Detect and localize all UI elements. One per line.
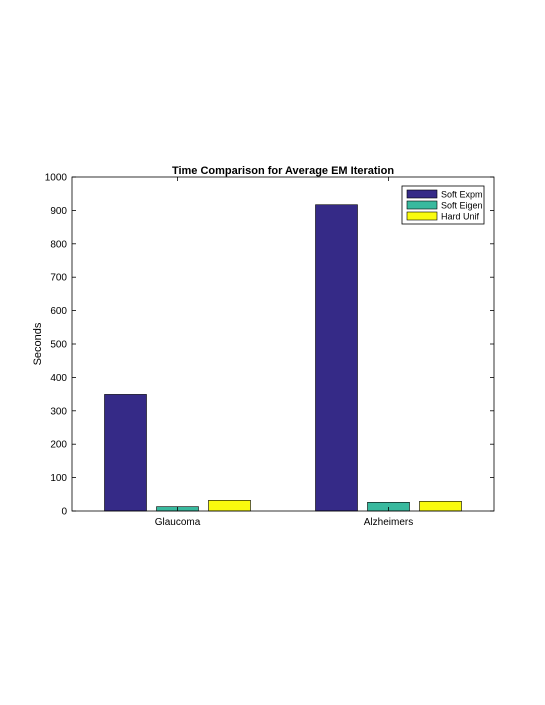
bar-soft-expm-glaucoma bbox=[104, 394, 147, 512]
y-tick-label: 900 bbox=[50, 206, 67, 217]
y-axis-label: Seconds bbox=[32, 322, 44, 365]
legend-label: Soft Expm bbox=[441, 190, 483, 200]
legend-swatch-1 bbox=[406, 200, 438, 210]
y-tick-label: 800 bbox=[50, 239, 67, 250]
bar-hard-unif-glaucoma bbox=[208, 500, 251, 512]
x-tick-label: Alzheimers bbox=[364, 517, 413, 528]
legend-label: Soft Eigen bbox=[441, 201, 483, 211]
y-tick-label: 200 bbox=[50, 440, 67, 451]
y-tick-label: 400 bbox=[50, 373, 67, 384]
y-tick-label: 0 bbox=[61, 507, 67, 518]
y-tick-label: 600 bbox=[50, 306, 67, 317]
y-tick-label: 1000 bbox=[45, 173, 68, 184]
plot-frame bbox=[71, 176, 495, 512]
bar-hard-unif-alzheimers bbox=[419, 501, 462, 512]
y-tick-label: 300 bbox=[50, 406, 67, 417]
ticks-group: 0 100 200 300 400 500 600 700 800 900 1000 Glaucoma… bbox=[45, 173, 494, 528]
legend-swatch-2 bbox=[406, 211, 438, 221]
bar-soft-expm-alzheimers bbox=[315, 204, 358, 512]
legend-label: Hard Unif bbox=[441, 212, 480, 222]
y-tick-label: 100 bbox=[50, 473, 67, 484]
x-tick-label: Glaucoma bbox=[155, 517, 201, 528]
bars-group bbox=[104, 204, 462, 512]
chart-title: Time Comparison for Average EM Iteration bbox=[172, 165, 394, 177]
y-tick-label: 500 bbox=[50, 340, 67, 351]
y-tick-label: 700 bbox=[50, 273, 67, 284]
legend-swatch-0 bbox=[406, 189, 438, 199]
